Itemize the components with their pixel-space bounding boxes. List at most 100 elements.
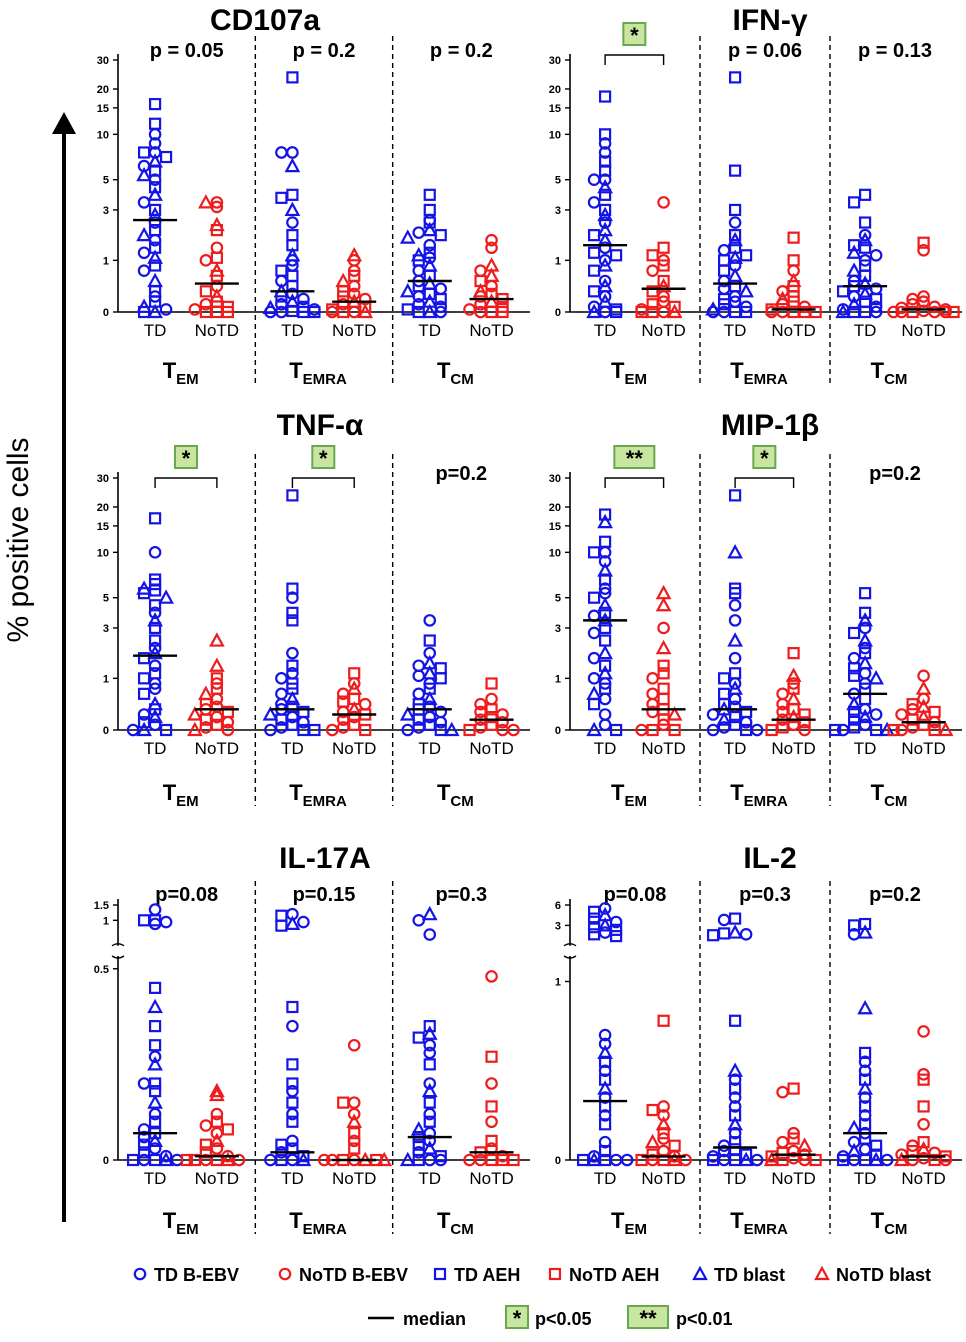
data-point <box>917 1118 930 1131</box>
data-point <box>765 305 778 319</box>
category-label: TD <box>418 1169 441 1188</box>
data-point <box>210 196 224 209</box>
data-point <box>308 303 321 316</box>
data-point <box>728 677 742 690</box>
data-point <box>148 203 162 217</box>
p-value: p = 0.2 <box>430 40 493 62</box>
data-point <box>137 1130 151 1144</box>
subset-subscript: CM <box>884 371 907 388</box>
data-point <box>399 706 416 721</box>
subset-subscript: EM <box>176 371 199 388</box>
data-point <box>347 1096 361 1109</box>
data-point <box>286 269 299 282</box>
data-point <box>147 272 163 288</box>
data-point <box>221 1123 234 1136</box>
subset-subscript: EM <box>624 1221 647 1238</box>
subset-letter: T <box>871 780 885 805</box>
data-point <box>147 303 163 319</box>
subset-subscript: EMRA <box>744 793 788 810</box>
data-point <box>434 1153 448 1167</box>
data-point <box>232 1153 246 1167</box>
data-point <box>587 921 601 934</box>
data-point <box>620 1153 634 1167</box>
data-point <box>308 723 321 737</box>
category-label: NoTD <box>195 321 239 340</box>
data-point <box>868 1151 884 1167</box>
data-point <box>915 1140 932 1156</box>
data-point <box>507 723 520 737</box>
subset-label: TEMRA <box>289 358 347 388</box>
y-tick-label: 20 <box>549 502 561 514</box>
data-point <box>137 716 151 729</box>
data-point <box>728 489 742 502</box>
subset-letter: T <box>289 358 303 383</box>
group-emra: p = 0.2 TD NoTD TEMRA <box>254 36 376 388</box>
data-point <box>857 632 873 647</box>
y-tick-label: 1 <box>103 255 109 267</box>
category-label: NoTD <box>641 739 685 758</box>
data-point <box>199 285 212 298</box>
panel-title: IFN-γ <box>733 4 808 37</box>
data-point <box>148 1115 162 1128</box>
data-point <box>485 1100 498 1113</box>
data-point <box>286 254 299 267</box>
data-point <box>421 1140 438 1155</box>
significance-bracket <box>154 477 218 488</box>
data-point <box>906 1153 919 1167</box>
series-notd: NoTD <box>887 236 960 340</box>
data-point <box>655 639 672 655</box>
data-point <box>609 915 623 929</box>
category-label: NoTD <box>469 739 513 758</box>
data-point <box>738 1151 754 1167</box>
data-point <box>147 1132 163 1147</box>
series-td: TD <box>835 188 888 340</box>
group-cm: p = 0.2 TD NoTD TCM <box>391 36 514 388</box>
y-tick-label: 0 <box>555 307 561 319</box>
data-point <box>297 915 310 929</box>
p-value: p = 0.2 <box>293 40 356 62</box>
y-tick-label: 0.5 <box>94 964 109 976</box>
series-notd: NoTD <box>325 667 376 758</box>
data-point <box>412 659 426 673</box>
data-point <box>434 229 447 242</box>
subset-subscript: EMRA <box>303 371 347 388</box>
data-point <box>137 196 151 209</box>
subset-letter: T <box>289 780 303 805</box>
group-em: * TD NoTD TEM <box>583 22 686 388</box>
significance-box <box>613 445 656 469</box>
data-point <box>728 1126 742 1140</box>
data-point <box>317 1153 331 1167</box>
data-point <box>347 710 361 724</box>
data-point <box>137 1146 151 1159</box>
series-notd: NoTD <box>180 1082 246 1188</box>
data-point <box>434 292 447 306</box>
data-point <box>657 659 670 672</box>
data-point <box>275 687 288 701</box>
data-point <box>598 508 612 521</box>
data-point <box>847 713 861 726</box>
data-point <box>210 200 224 214</box>
data-point <box>717 243 731 257</box>
data-point <box>728 587 742 600</box>
data-point <box>598 203 612 217</box>
data-point <box>727 231 743 247</box>
data-point <box>284 201 301 217</box>
category-label: TD <box>144 739 167 758</box>
data-point <box>857 999 873 1015</box>
series-notd: NoTD <box>765 647 816 758</box>
y-tick-label: 30 <box>549 55 561 67</box>
data-point <box>286 489 299 502</box>
data-point <box>609 923 623 936</box>
series-notd: NoTD <box>463 677 520 758</box>
data-point <box>297 292 310 306</box>
data-point <box>847 662 861 675</box>
data-point <box>485 1115 498 1129</box>
data-point <box>399 283 416 298</box>
data-point <box>858 1118 872 1131</box>
y-tick-label: 30 <box>549 473 561 485</box>
data-point <box>598 1028 612 1042</box>
data-point <box>668 1139 681 1152</box>
subset-label: TEM <box>163 358 199 388</box>
